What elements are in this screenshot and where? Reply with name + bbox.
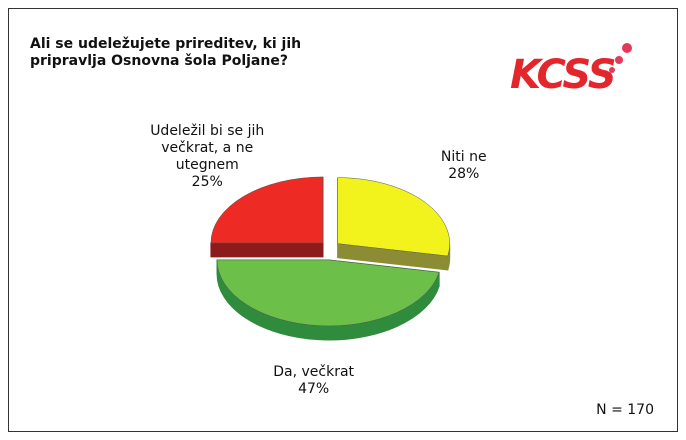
category-label: Udeležil bi se jih večkrat, a ne utegnem [150,122,265,173]
category-label: Niti ne [440,148,487,165]
logo-dot [615,56,623,64]
logo: KCSS [510,52,617,98]
logo-dot [609,67,615,73]
value-label: 47% [298,381,330,398]
chart-title: Ali se udeležujete prireditev, ki jih pr… [30,36,302,69]
value-label: 25% [191,173,223,190]
note: N = 170 [596,402,654,418]
logo-dot [622,43,632,53]
slice-side [210,242,324,258]
value-label: 28% [448,165,480,182]
slice-label: Niti ne 28% [404,149,524,183]
pie-slice [337,177,450,257]
category-label: Da, večkrat [273,364,355,381]
pie-slice [216,259,440,327]
slice-label: Da, večkrat 47% [254,364,374,398]
pie-slice [210,176,324,244]
slice-label: Udeležil bi se jih večkrat, a ne utegnem… [147,123,267,191]
